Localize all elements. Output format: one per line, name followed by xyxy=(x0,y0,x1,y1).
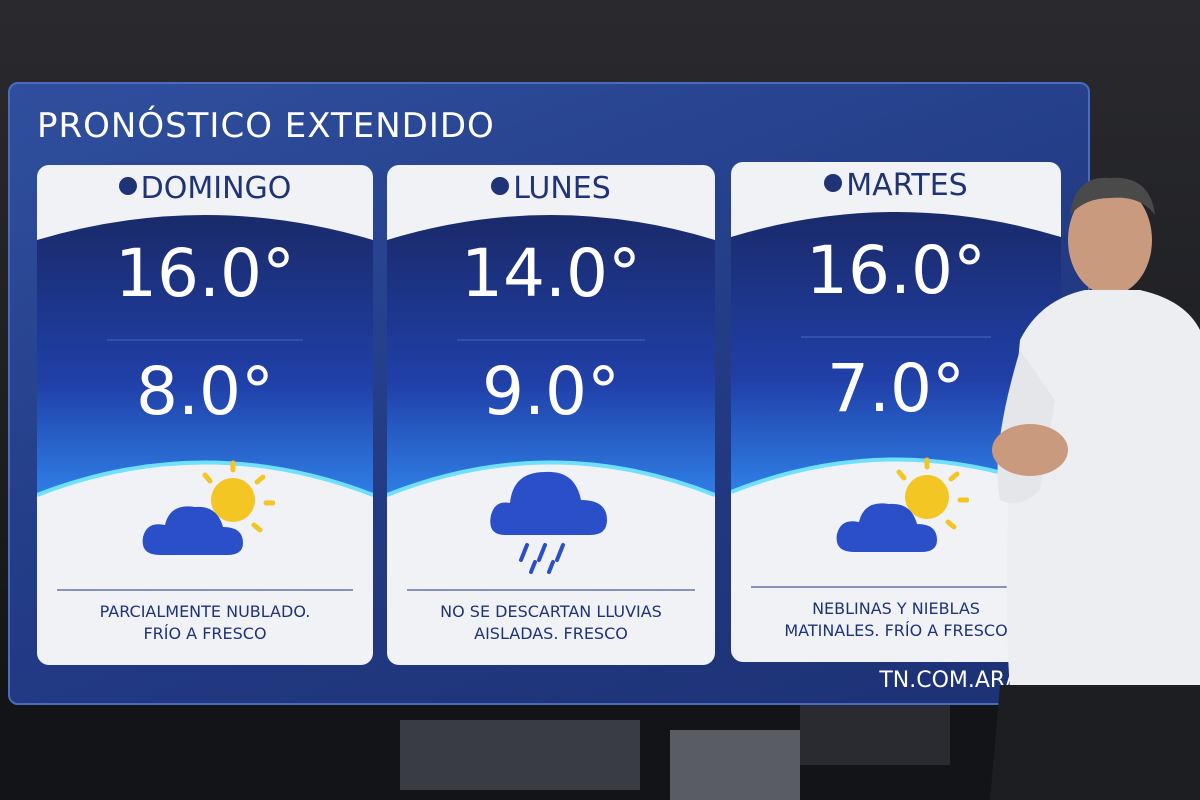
card-background xyxy=(731,162,1061,662)
min-temp: 9.0° xyxy=(482,353,620,430)
day-name: LUNES xyxy=(387,171,715,206)
forecast-panel: PRONÓSTICO EXTENDIDO DOMINGO 16.0° 8.0° … xyxy=(8,82,1090,705)
description-line: MATINALES. FRÍO A FRESCO xyxy=(784,621,1008,640)
day-name: DOMINGO xyxy=(37,171,373,206)
day-name: MARTES xyxy=(731,168,1061,203)
day-card: LUNES 14.0° 9.0° NO SE DESCARTAN LLUVIAS… xyxy=(387,165,715,665)
description: NO SE DESCARTAN LLUVIAS AISLADAS. FRESCO xyxy=(387,601,715,645)
description: NEBLINAS Y NIEBLAS MATINALES. FRÍO A FRES… xyxy=(731,598,1061,642)
day-card: MARTES 16.0° 7.0° NEBLINAS Y NIEBLAS MATI… xyxy=(731,162,1061,662)
partly-cloudy-icon xyxy=(836,457,969,552)
max-temp: 16.0° xyxy=(806,232,986,309)
rain-icon xyxy=(490,471,607,574)
title: PRONÓSTICO EXTENDIDO xyxy=(37,106,495,146)
description-line: FRÍO A FRESCO xyxy=(143,624,267,643)
max-temp: 16.0° xyxy=(115,235,295,312)
presenter xyxy=(990,177,1200,800)
description-line: NEBLINAS Y NIEBLAS xyxy=(812,599,980,618)
day-card: DOMINGO 16.0° 8.0° PARCIALMENTE NUBLADO.… xyxy=(37,165,373,665)
max-temp: 14.0° xyxy=(461,235,641,312)
description-line: NO SE DESCARTAN LLUVIAS xyxy=(440,602,662,621)
description-line: AISLADAS. FRESCO xyxy=(474,624,628,643)
description: PARCIALMENTE NUBLADO. FRÍO A FRESCO xyxy=(37,601,373,645)
min-temp: 7.0° xyxy=(827,350,965,427)
description-line: PARCIALMENTE NUBLADO. xyxy=(99,602,311,621)
min-temp: 8.0° xyxy=(136,353,274,430)
card-background xyxy=(37,165,373,665)
partly-cloudy-icon xyxy=(142,460,275,555)
card-background xyxy=(387,165,715,665)
